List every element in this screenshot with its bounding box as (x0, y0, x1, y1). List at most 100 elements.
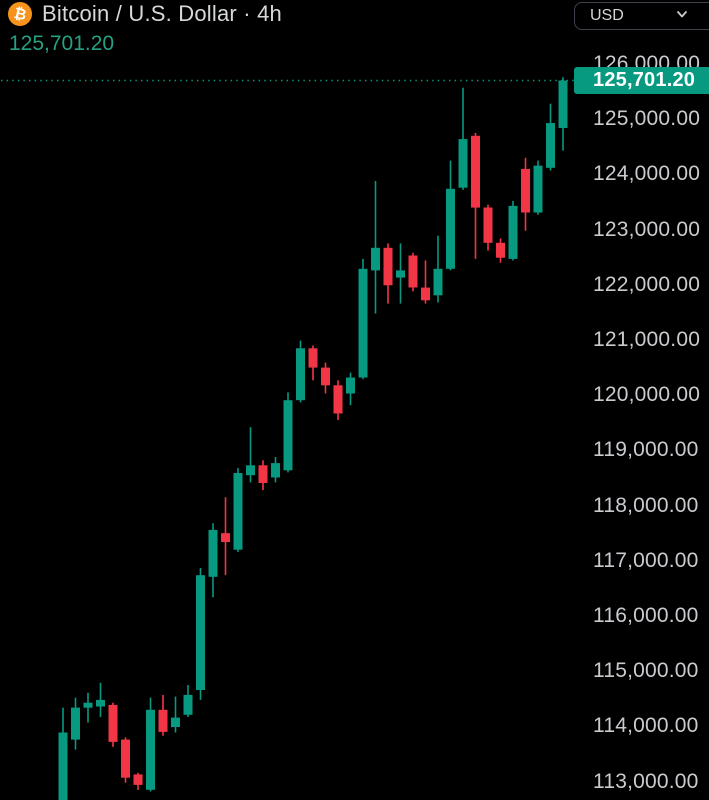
candle-body (383, 247, 393, 286)
candle-body (83, 702, 93, 708)
candle-body (108, 704, 118, 742)
currency-dropdown-label: USD (590, 7, 624, 24)
candle-body (296, 348, 305, 401)
candle-body (508, 205, 518, 259)
candle-body (558, 80, 568, 128)
candle-wick (174, 696, 177, 733)
candle (471, 133, 480, 259)
candle (483, 204, 493, 251)
candle (196, 568, 205, 700)
bitcoin-icon: ₿ (8, 2, 32, 26)
candle (258, 460, 268, 491)
candle-body (183, 694, 193, 715)
candle-body (458, 139, 468, 188)
candle (108, 702, 118, 747)
candle-body (321, 367, 330, 386)
candle (146, 697, 155, 792)
candle (96, 682, 105, 717)
price-scale[interactable]: 126,000.00 125,000.00 124,000.00 123,000.00… (578, 0, 709, 800)
candle (458, 87, 468, 190)
candle-body (146, 709, 155, 790)
candle (371, 181, 380, 314)
candle-body (371, 247, 380, 271)
candle (346, 372, 355, 406)
candle (71, 697, 80, 750)
price-tick-label: 123,000.00 (593, 217, 701, 241)
currency-dropdown[interactable]: USD (574, 2, 709, 30)
candle (121, 737, 130, 783)
candle (496, 238, 505, 263)
candle-body (158, 709, 168, 732)
price-tick-label: 124,000.00 (593, 162, 701, 186)
candle (246, 427, 255, 483)
candle (508, 200, 518, 261)
candle (421, 260, 430, 304)
candle (296, 340, 305, 403)
candle-body (421, 287, 430, 301)
candle-body (233, 473, 243, 550)
candle-body (196, 575, 205, 690)
current-price-badge-label: 125,701.20 (593, 68, 696, 91)
candle (321, 362, 330, 394)
price-tick-label: 115,000.00 (593, 659, 699, 683)
candle-body (483, 207, 493, 243)
candle-wick (374, 181, 377, 314)
candle-body (258, 465, 268, 483)
price-tick-label: 119,000.00 (593, 438, 699, 462)
candle (58, 707, 68, 800)
candle-body (396, 270, 405, 278)
candle (546, 103, 555, 171)
price-tick-label: 114,000.00 (593, 714, 699, 738)
chevron-down-icon (677, 11, 687, 18)
candle (308, 345, 318, 381)
candle (171, 696, 180, 733)
price-tick-label: 113,000.00 (593, 769, 699, 793)
candle (158, 694, 168, 736)
candle-wick (424, 260, 427, 304)
candle (383, 243, 393, 304)
price-tick-label: 122,000.00 (593, 272, 701, 296)
candle-body (58, 732, 68, 800)
price-tick-label: 117,000.00 (593, 548, 699, 572)
candle-body (208, 529, 218, 577)
candle-body (71, 707, 80, 740)
candle-wick (462, 87, 464, 190)
candle (271, 457, 280, 483)
candle-body (546, 123, 555, 168)
candle-wick (249, 427, 252, 483)
candle (358, 258, 368, 380)
candle-body (358, 268, 368, 378)
candle-body (246, 465, 255, 476)
chart-legend: ₿ Bitcoin / U.S. Dollar · 4h 125,701.20 (8, 0, 282, 56)
candle-body (433, 268, 443, 296)
price-tick-label: 121,000.00 (593, 328, 701, 351)
candle-body (533, 165, 543, 213)
candle (83, 692, 93, 723)
candle (446, 160, 455, 271)
price-tick-label: 116,000.00 (593, 604, 699, 627)
candle-body (496, 242, 505, 258)
symbol-title[interactable]: Bitcoin / U.S. Dollar · 4h (42, 1, 282, 26)
candle (221, 497, 230, 576)
candle-body (346, 377, 355, 394)
candle (558, 77, 568, 151)
candle-body (521, 168, 530, 213)
candle-body (446, 188, 455, 269)
candle (533, 160, 543, 215)
candle-body (471, 135, 480, 208)
candle-body (283, 400, 293, 471)
candle-body (308, 348, 318, 368)
candle (396, 243, 405, 304)
candle-body (221, 533, 230, 542)
candle-body (133, 774, 143, 785)
candle (521, 157, 530, 231)
current-price-badge: 125,701.20 (574, 66, 709, 94)
candle (133, 772, 143, 790)
legend-last-price: 125,701.20 (9, 32, 115, 55)
candle (333, 380, 343, 420)
candle-body (121, 739, 130, 778)
candle (283, 392, 293, 473)
candle-body (96, 699, 105, 707)
